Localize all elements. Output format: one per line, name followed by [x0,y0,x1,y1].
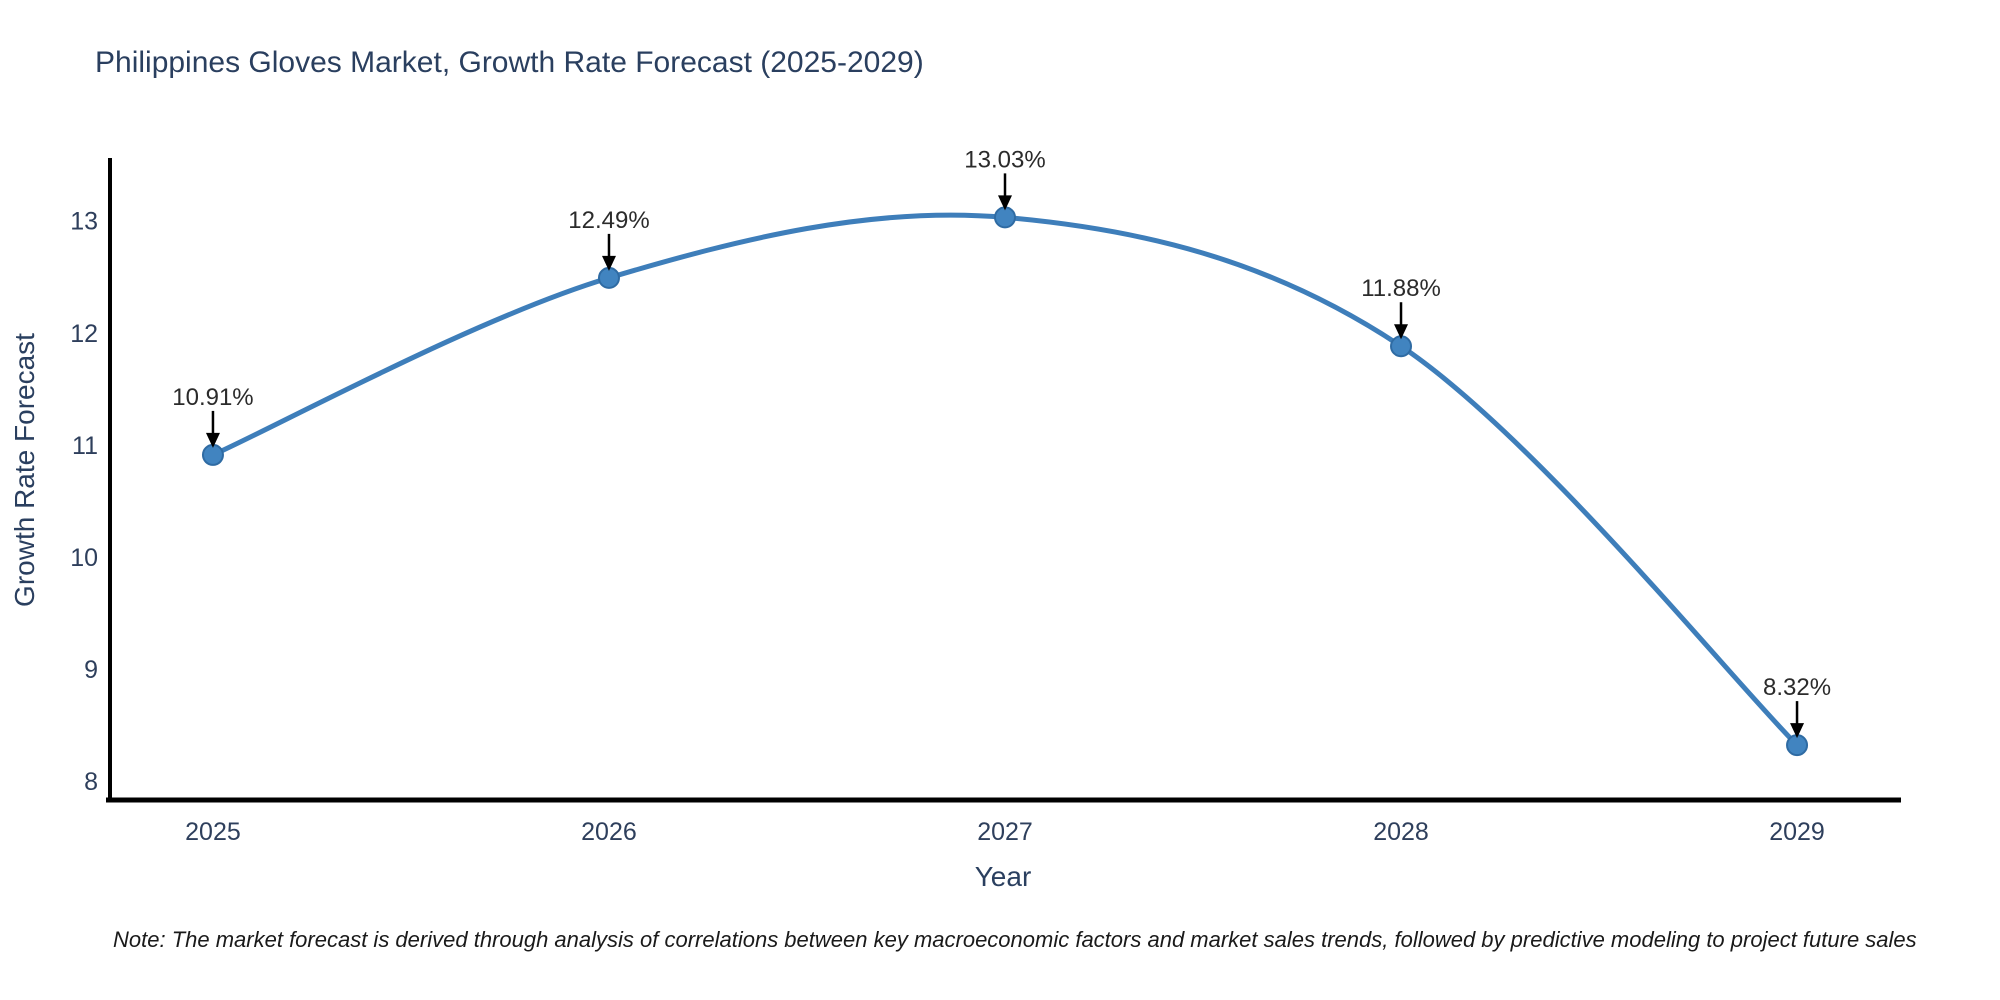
annotation-arrowhead-icon [1790,723,1805,739]
data-point-label: 12.49% [568,207,649,234]
annotation-arrowhead-icon [998,195,1012,211]
x-axis-title: Year [975,861,1032,892]
annotations-layer: 10.91% 12.49% 13.03% 11.88% 8.32% [172,146,1831,739]
data-point-label: 13.03% [964,146,1045,173]
x-tick-label: 2025 [185,818,241,846]
x-tick-label: 2027 [977,818,1033,846]
y-tick-label: 12 [70,320,98,348]
y-tick-label: 10 [70,544,98,572]
annotation-arrowhead-icon [1394,324,1409,340]
x-tick-label: 2026 [581,818,637,846]
x-tick-label: 2029 [1769,818,1825,846]
footnote: Note: The market forecast is derived thr… [113,927,1917,952]
data-point-label: 10.91% [172,384,253,411]
ticks-layer: 8 9 10 11 12 13 2025 2026 2027 2028 2029 [70,208,1825,846]
data-point-label: 8.32% [1763,674,1831,701]
y-tick-label: 11 [72,432,98,460]
y-tick-label: 13 [70,208,98,236]
chart-title: Philippines Gloves Market, Growth Rate F… [95,46,924,79]
y-tick-label: 9 [84,656,98,684]
annotation-arrowhead-icon [205,432,220,448]
annotation-arrowhead-icon [601,255,616,271]
y-axis-title: Growth Rate Forecast [9,333,40,607]
y-tick-label: 8 [84,768,98,796]
data-point-label: 11.88% [1361,275,1441,302]
axes [106,158,1901,803]
x-tick-label: 2028 [1373,818,1429,846]
points-layer [201,206,1809,757]
